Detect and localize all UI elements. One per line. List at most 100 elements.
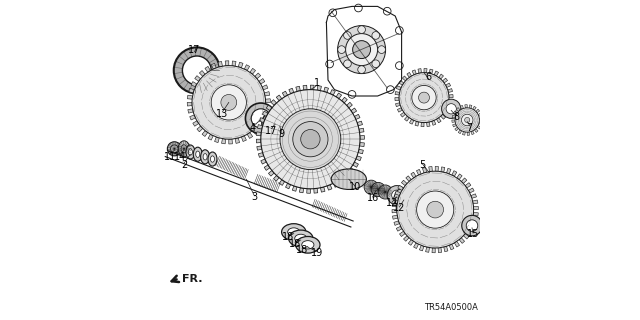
Polygon shape (410, 119, 414, 124)
Circle shape (392, 190, 402, 200)
Ellipse shape (268, 117, 282, 130)
Polygon shape (421, 123, 424, 127)
Polygon shape (438, 248, 442, 253)
Polygon shape (449, 100, 453, 104)
Polygon shape (189, 115, 195, 120)
Circle shape (326, 60, 333, 68)
Polygon shape (276, 95, 282, 101)
Polygon shape (241, 136, 246, 141)
Text: 13: 13 (216, 108, 228, 119)
Circle shape (412, 85, 436, 110)
Polygon shape (303, 85, 307, 90)
Polygon shape (188, 95, 193, 99)
Polygon shape (458, 130, 461, 134)
Polygon shape (264, 165, 270, 170)
Text: 1: 1 (314, 78, 320, 88)
Polygon shape (442, 78, 447, 83)
Ellipse shape (332, 169, 366, 189)
Ellipse shape (181, 145, 187, 153)
Polygon shape (279, 180, 285, 185)
Text: 7: 7 (467, 123, 473, 133)
Polygon shape (247, 132, 253, 139)
Ellipse shape (296, 236, 320, 253)
Polygon shape (424, 68, 427, 73)
Polygon shape (447, 105, 452, 109)
Polygon shape (392, 203, 397, 207)
Polygon shape (262, 111, 268, 116)
Ellipse shape (201, 150, 210, 164)
Polygon shape (268, 171, 274, 176)
Ellipse shape (282, 224, 306, 240)
Text: 17: 17 (265, 126, 278, 136)
Polygon shape (452, 171, 457, 176)
Polygon shape (473, 212, 478, 216)
Circle shape (372, 32, 380, 39)
Text: 12: 12 (393, 203, 406, 213)
Polygon shape (324, 87, 328, 92)
Polygon shape (474, 206, 479, 210)
Polygon shape (289, 88, 294, 94)
Polygon shape (401, 112, 406, 117)
Circle shape (338, 26, 385, 74)
Polygon shape (188, 109, 193, 113)
Polygon shape (360, 143, 364, 147)
Polygon shape (282, 91, 287, 97)
Polygon shape (285, 183, 291, 189)
Polygon shape (465, 183, 471, 188)
Polygon shape (393, 197, 399, 201)
Polygon shape (427, 122, 430, 127)
Polygon shape (211, 63, 216, 69)
Polygon shape (333, 181, 339, 187)
Polygon shape (344, 173, 350, 179)
Polygon shape (406, 176, 412, 181)
Text: 5: 5 (419, 160, 426, 170)
Polygon shape (357, 121, 362, 126)
Circle shape (383, 7, 391, 15)
Polygon shape (214, 137, 220, 143)
Polygon shape (436, 118, 441, 123)
Circle shape (397, 171, 474, 248)
Polygon shape (255, 73, 260, 79)
Polygon shape (358, 149, 364, 154)
Text: 17: 17 (188, 44, 201, 55)
Circle shape (211, 85, 246, 120)
Circle shape (338, 46, 346, 53)
Polygon shape (478, 113, 482, 116)
Ellipse shape (295, 234, 307, 243)
Circle shape (465, 117, 470, 123)
Ellipse shape (211, 156, 214, 162)
Polygon shape (271, 100, 276, 105)
Polygon shape (470, 224, 476, 228)
Polygon shape (392, 215, 398, 219)
Polygon shape (448, 89, 452, 92)
Polygon shape (321, 187, 325, 192)
Polygon shape (218, 61, 223, 67)
Polygon shape (189, 88, 194, 93)
Text: FR.: FR. (182, 274, 202, 284)
Text: 6: 6 (426, 72, 432, 82)
Circle shape (461, 114, 473, 126)
Circle shape (364, 180, 378, 194)
Polygon shape (195, 76, 200, 81)
Ellipse shape (178, 141, 189, 157)
Circle shape (301, 130, 320, 149)
Polygon shape (191, 82, 197, 87)
Polygon shape (403, 76, 407, 81)
Polygon shape (351, 108, 356, 113)
Polygon shape (417, 169, 421, 175)
Polygon shape (469, 105, 472, 108)
Text: 11: 11 (163, 152, 176, 162)
Polygon shape (471, 194, 477, 198)
Polygon shape (260, 159, 266, 164)
Text: 18: 18 (296, 245, 308, 255)
Ellipse shape (203, 154, 207, 160)
Polygon shape (342, 97, 348, 103)
Text: 10: 10 (349, 182, 362, 192)
Circle shape (261, 90, 360, 189)
Polygon shape (472, 200, 478, 204)
Circle shape (455, 108, 479, 132)
Text: 18: 18 (289, 239, 301, 249)
Polygon shape (457, 174, 462, 180)
Polygon shape (396, 86, 401, 90)
Polygon shape (460, 105, 463, 109)
